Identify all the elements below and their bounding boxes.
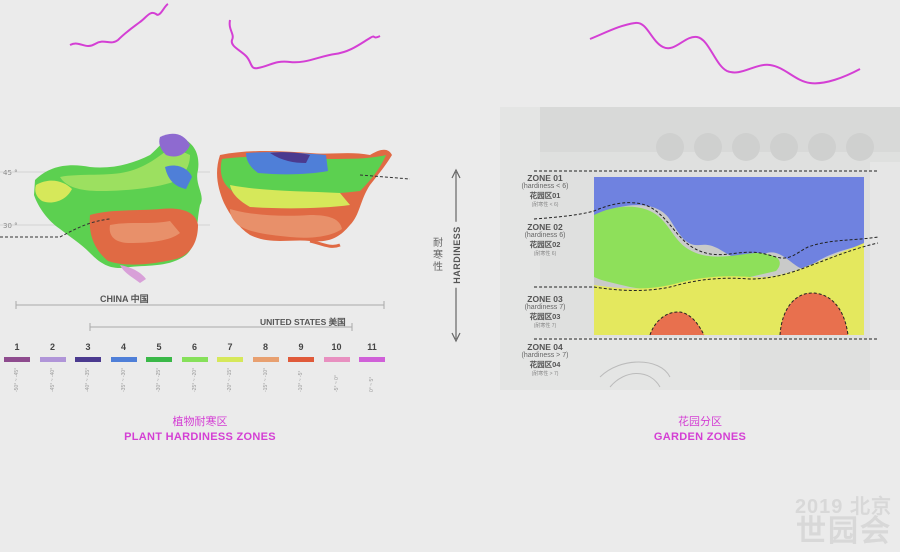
zone-cn: 花园区02 — [529, 240, 561, 249]
zone-temperature-range: -35° ~ -30° — [120, 367, 127, 392]
zone-small: (耐寒性 > 7) — [531, 371, 559, 377]
decorative-squiggle-left — [69, 3, 381, 70]
zone-03-label: ZONE 03 (hardiness 7) 花园区03 (耐寒性 7) — [505, 294, 585, 329]
zone-color-swatch — [110, 357, 137, 362]
zone-hardiness: (hardiness > 7) — [521, 352, 569, 359]
china-hardiness-map — [0, 133, 210, 283]
zone-number: 11 — [367, 342, 377, 352]
zone-number: 7 — [227, 342, 233, 352]
zone-hardiness: (hardiness < 6) — [521, 183, 569, 190]
zone-temperature-range: -20° ~ -15° — [227, 367, 233, 392]
plant-hardiness-caption-cn: 植物耐寒区 — [172, 416, 228, 428]
zone-temperature-range: -25° ~ -20° — [191, 367, 198, 392]
plant-hardiness-caption-en: PLANT HARDINESS ZONES — [124, 431, 276, 443]
zone-number: 1 — [14, 342, 20, 352]
garden-zones-caption-cn: 花园分区 — [678, 416, 722, 428]
zone-color-swatch — [252, 357, 279, 362]
zone-temperature-range: -15° ~ -10° — [262, 367, 269, 392]
zone-number: 3 — [85, 342, 91, 352]
watermark-name: 世园会 — [796, 515, 892, 548]
us-range-label: UNITED STATES 美国 — [260, 317, 346, 327]
zone-small: (耐寒性 < 6) — [531, 202, 559, 208]
decorative-squiggle-right — [589, 21, 861, 85]
hardiness-axis-label-cn: 耐寒性 — [433, 238, 443, 273]
zone-title: ZONE 03 — [527, 294, 563, 304]
zone-temperature-range: 0° ~ 5° — [369, 376, 375, 392]
zone-hardiness: (hardiness 7) — [524, 304, 566, 311]
china-range-label: CHINA 中国 — [100, 294, 149, 304]
zone-color-swatch — [323, 357, 350, 362]
zone-number: 8 — [262, 342, 268, 352]
zone-color-swatch — [288, 357, 314, 362]
zone-04-label: ZONE 04 (hardiness > 7) 花园区04 (耐寒性 > 7) — [505, 342, 585, 377]
zone-small: (耐寒性 6) — [533, 251, 557, 257]
watermark-year: 2019 北京 — [794, 496, 892, 518]
zone-temperature-range: -30° ~ -25° — [156, 367, 162, 392]
zone-color-swatch — [39, 357, 66, 362]
zone-cn: 花园区01 — [529, 191, 561, 200]
zone-color-swatch — [4, 357, 30, 362]
zone-number: 6 — [191, 342, 197, 352]
range-brackets — [15, 301, 385, 331]
zone-number: 9 — [298, 342, 304, 352]
zone-temperature-range: -50° ~ -45° — [14, 367, 20, 392]
zone-cn: 花园区04 — [529, 360, 561, 369]
latitude-label-30: 30 ° — [3, 222, 18, 230]
zone-number: 10 — [331, 342, 342, 352]
zone-title: ZONE 04 — [527, 342, 563, 352]
zone-temperature-range: -5° ~ 0° — [333, 375, 340, 392]
zone-temperature-range: -40° ~ -35° — [85, 367, 91, 392]
zone-02-label: ZONE 02 (hardiness 6) 花园区02 (耐寒性 6) — [505, 222, 585, 257]
zone-color-swatch — [217, 357, 243, 362]
zone-temperature-range: -45° ~ -40° — [49, 367, 56, 392]
zone-color-swatch — [359, 357, 385, 362]
garden-zones-caption-en: GARDEN ZONES — [653, 431, 747, 443]
zone-number: 2 — [49, 342, 55, 352]
zone-number: 4 — [120, 342, 126, 352]
zone-cn: 花园区03 — [529, 312, 561, 321]
zone-color-swatch — [146, 357, 172, 362]
zone-01-label: ZONE 01 (hardiness < 6) 花园区01 (耐寒性 < 6) — [505, 173, 585, 208]
zone-legend: 1 -50° ~ -45° 2 -45° ~ -40° 3 -40° ~ -35° 4 -35… — [0, 340, 410, 400]
garden-zones-plan — [500, 107, 900, 390]
us-hardiness-map — [217, 149, 410, 248]
zone-title: ZONE 01 — [527, 173, 563, 183]
latitude-label-45: 45 ° — [3, 169, 18, 177]
zone-hardiness: (hardiness 6) — [524, 232, 566, 239]
zone-color-swatch — [75, 357, 101, 362]
hardiness-axis-label: HARDINESS — [452, 222, 462, 288]
zone-title: ZONE 02 — [527, 222, 563, 232]
zone-small: (耐寒性 7) — [533, 323, 557, 329]
zone-number: 5 — [156, 342, 162, 352]
zone-temperature-range: -10° ~ -5° — [298, 370, 304, 392]
zone-color-swatch — [181, 357, 208, 362]
